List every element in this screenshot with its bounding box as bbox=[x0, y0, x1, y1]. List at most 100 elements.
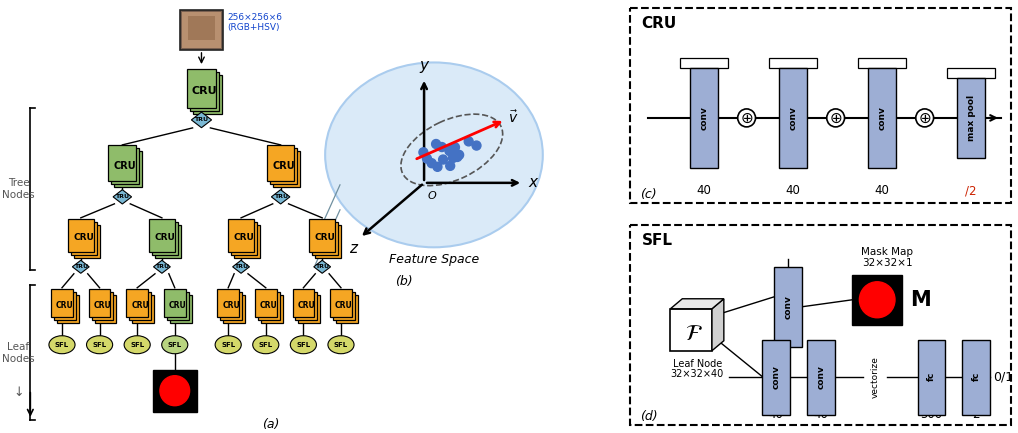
Bar bbox=[189, 72, 219, 111]
Text: CRU: CRU bbox=[56, 301, 74, 310]
Bar bbox=[261, 295, 283, 323]
Bar bbox=[192, 75, 222, 114]
Ellipse shape bbox=[325, 62, 543, 247]
Text: (RGB+HSV): (RGB+HSV) bbox=[227, 23, 280, 32]
Circle shape bbox=[433, 162, 442, 171]
Text: CRU: CRU bbox=[155, 233, 175, 242]
Text: TRU: TRU bbox=[115, 194, 129, 199]
Text: TRU: TRU bbox=[234, 264, 248, 269]
Bar bbox=[775, 267, 802, 347]
Text: CRU: CRU bbox=[272, 161, 295, 171]
Polygon shape bbox=[712, 299, 724, 351]
Text: SFL: SFL bbox=[259, 342, 273, 348]
Circle shape bbox=[446, 147, 455, 156]
Polygon shape bbox=[233, 260, 249, 273]
Bar bbox=[330, 289, 352, 317]
Circle shape bbox=[438, 142, 446, 152]
Text: conv: conv bbox=[878, 106, 887, 130]
Bar bbox=[630, 225, 1011, 425]
Text: SFL: SFL bbox=[296, 342, 310, 348]
Text: 32×32×1: 32×32×1 bbox=[862, 258, 912, 268]
Bar bbox=[54, 292, 75, 320]
Bar bbox=[223, 295, 245, 323]
Bar bbox=[114, 151, 143, 187]
Bar bbox=[852, 275, 902, 325]
Bar bbox=[630, 8, 1011, 203]
Bar bbox=[858, 58, 906, 68]
Ellipse shape bbox=[215, 336, 241, 354]
Text: ⊕: ⊕ bbox=[918, 110, 931, 126]
Polygon shape bbox=[154, 260, 170, 273]
Text: ⊕: ⊕ bbox=[740, 110, 753, 126]
Bar bbox=[89, 289, 111, 317]
Text: 40: 40 bbox=[874, 184, 890, 197]
Bar bbox=[918, 340, 946, 415]
Bar bbox=[187, 16, 216, 40]
Bar bbox=[180, 10, 223, 50]
Text: CRU: CRU bbox=[191, 86, 217, 96]
Bar bbox=[68, 219, 94, 252]
Text: 500: 500 bbox=[920, 408, 943, 421]
Text: conv: conv bbox=[789, 106, 797, 130]
Circle shape bbox=[432, 139, 441, 149]
Bar bbox=[231, 222, 257, 255]
Text: TRU: TRU bbox=[194, 117, 209, 123]
Ellipse shape bbox=[162, 336, 188, 354]
Bar bbox=[762, 340, 790, 415]
Bar bbox=[153, 370, 196, 412]
Text: Tree
Nodes: Tree Nodes bbox=[2, 178, 35, 200]
Circle shape bbox=[448, 145, 457, 154]
Circle shape bbox=[451, 143, 459, 152]
Bar bbox=[228, 219, 253, 252]
Text: /2: /2 bbox=[965, 184, 977, 197]
Circle shape bbox=[445, 146, 454, 155]
Bar bbox=[690, 68, 718, 168]
Bar bbox=[234, 225, 260, 258]
Text: TRU: TRU bbox=[316, 264, 329, 269]
Ellipse shape bbox=[124, 336, 151, 354]
Circle shape bbox=[428, 159, 436, 168]
Bar bbox=[295, 292, 318, 320]
Text: Leaf
Nodes: Leaf Nodes bbox=[2, 342, 35, 364]
Text: z: z bbox=[349, 241, 356, 256]
Bar bbox=[170, 295, 191, 323]
Text: TRU: TRU bbox=[274, 194, 288, 199]
Text: CRU: CRU bbox=[297, 301, 316, 310]
Ellipse shape bbox=[328, 336, 354, 354]
Text: SFL: SFL bbox=[334, 342, 348, 348]
Text: ⊕: ⊕ bbox=[830, 110, 842, 126]
Ellipse shape bbox=[290, 336, 317, 354]
Circle shape bbox=[453, 152, 462, 162]
Bar bbox=[298, 295, 321, 323]
Text: vectorize: vectorize bbox=[870, 356, 880, 397]
Text: M: M bbox=[910, 290, 930, 310]
Ellipse shape bbox=[252, 336, 279, 354]
Text: CRU: CRU bbox=[641, 16, 677, 32]
Text: SFL: SFL bbox=[221, 342, 235, 348]
Text: CRU: CRU bbox=[222, 301, 240, 310]
Text: fc: fc bbox=[927, 372, 937, 381]
Bar bbox=[948, 68, 995, 78]
Circle shape bbox=[160, 376, 189, 406]
Circle shape bbox=[916, 109, 934, 127]
Polygon shape bbox=[72, 260, 90, 273]
Text: (a): (a) bbox=[262, 418, 279, 431]
Text: max pool: max pool bbox=[967, 95, 975, 141]
Bar bbox=[149, 219, 175, 252]
Bar bbox=[92, 292, 113, 320]
Bar bbox=[313, 222, 338, 255]
Text: TRU: TRU bbox=[155, 264, 169, 269]
Bar bbox=[254, 289, 277, 317]
Bar bbox=[167, 292, 188, 320]
Bar bbox=[132, 295, 154, 323]
Circle shape bbox=[422, 154, 432, 163]
Circle shape bbox=[464, 137, 473, 146]
Text: CRU: CRU bbox=[233, 233, 254, 242]
Bar bbox=[152, 222, 178, 255]
Bar bbox=[220, 292, 242, 320]
Text: conv: conv bbox=[784, 295, 793, 319]
Bar bbox=[181, 12, 221, 48]
Text: 40: 40 bbox=[813, 408, 829, 421]
Bar bbox=[671, 309, 712, 351]
Circle shape bbox=[859, 282, 895, 318]
